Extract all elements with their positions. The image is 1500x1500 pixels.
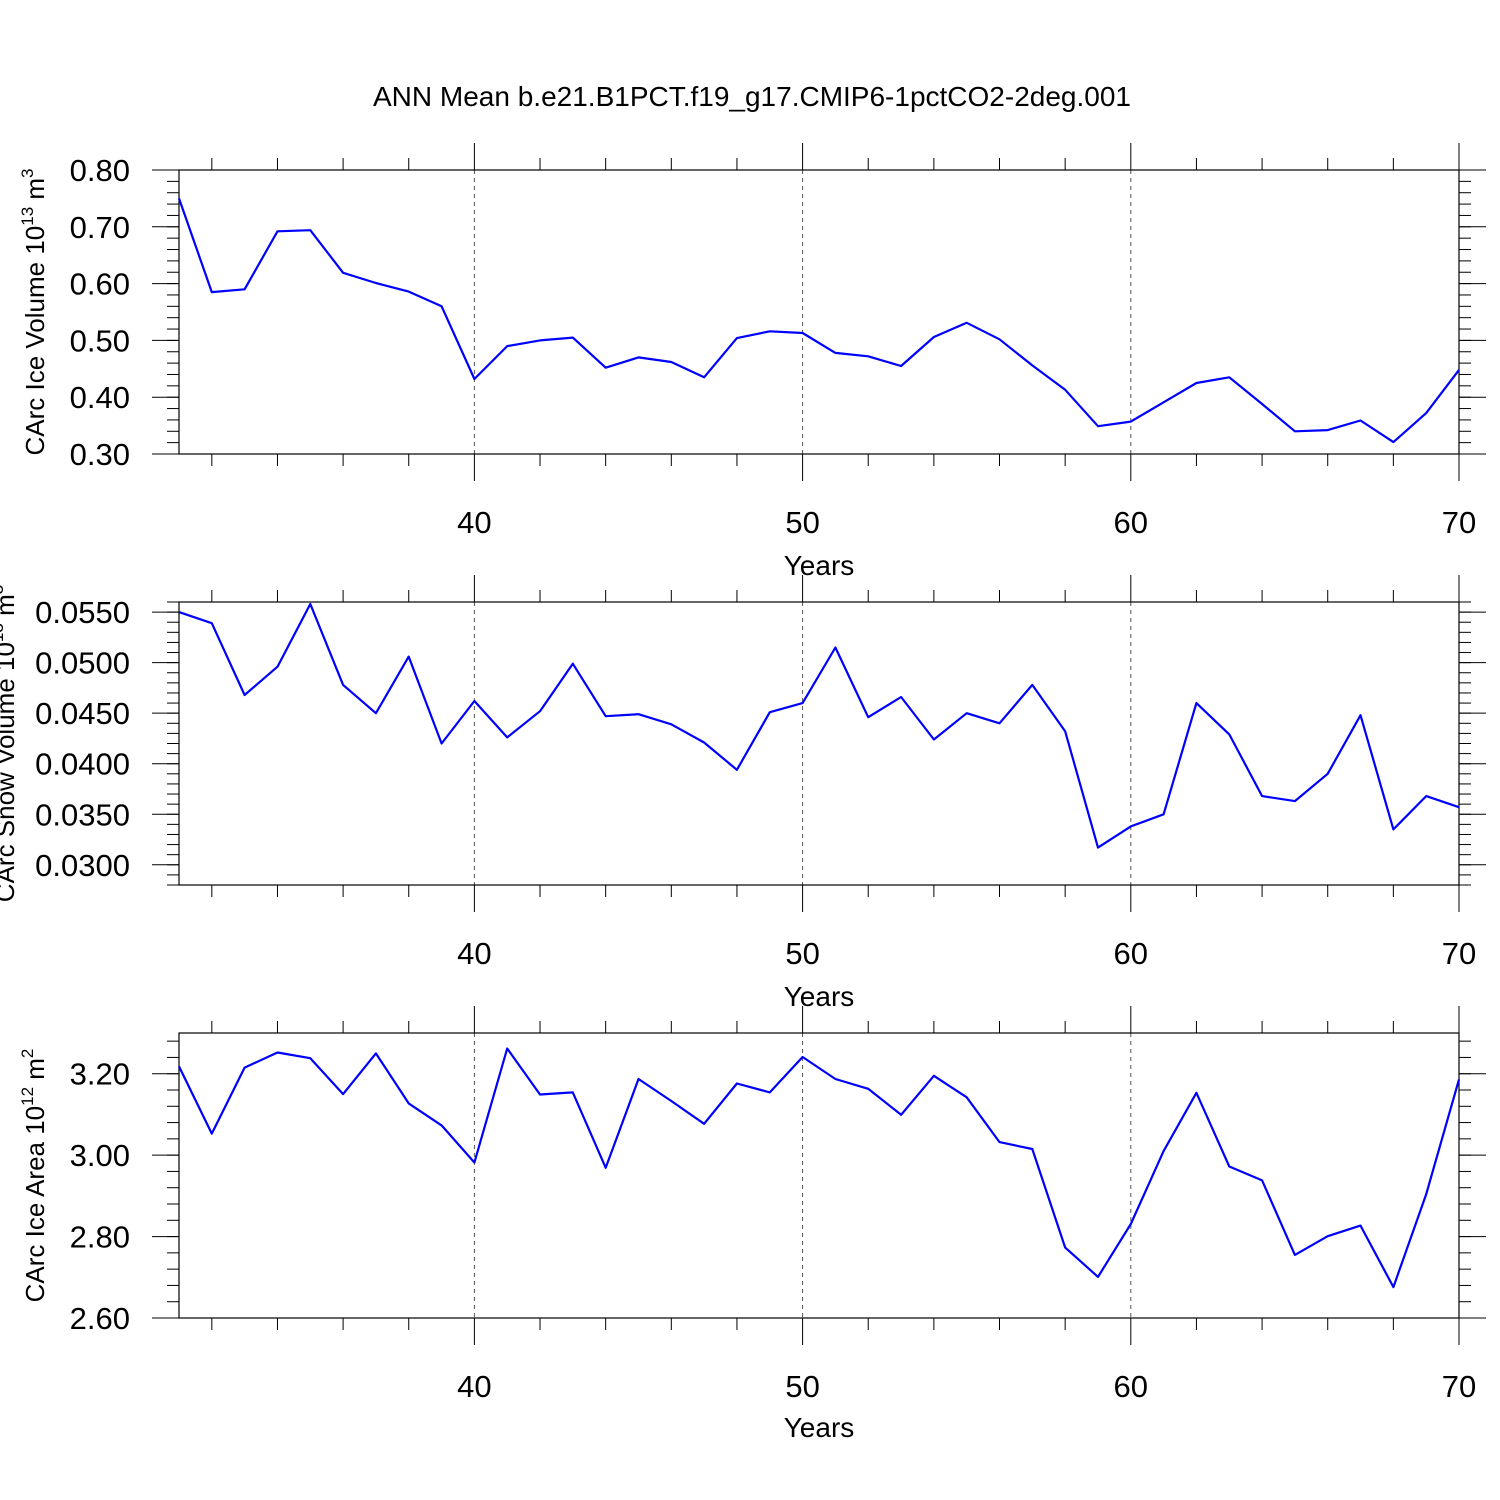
series-line <box>177 198 1460 444</box>
y-tick-label: 0.40 <box>70 380 130 415</box>
y-tick-label: 0.60 <box>70 267 130 302</box>
y-tick-label: 0.80 <box>70 153 130 188</box>
x-axis-label: Years <box>784 981 855 1012</box>
y-tick-label: 2.80 <box>70 1220 130 1255</box>
y-tick-label: 3.00 <box>70 1138 130 1173</box>
plot-frame <box>178 601 1460 886</box>
y-tick-label: 0.0350 <box>35 797 130 832</box>
plot-frame <box>178 169 1460 455</box>
panel-2: 40 50 60 70 0.0300 0.0350 0.0400 0.0450 0.0500 0.… <box>0 575 1486 1012</box>
y-tick-label: 0.0450 <box>35 696 130 731</box>
x-tick-label: 60 <box>1114 505 1148 540</box>
x-axis-label: Years <box>784 550 855 581</box>
y-tick-label: 0.50 <box>70 323 130 358</box>
x-tick-label: 70 <box>1442 936 1476 971</box>
x-tick-label: 60 <box>1114 936 1148 971</box>
x-axis-label: Years <box>784 1412 855 1443</box>
x-tick-label: 60 <box>1114 1369 1148 1404</box>
y-tick-label: 0.0500 <box>35 646 130 681</box>
y-tick-label: 0.0550 <box>35 595 130 630</box>
x-tick-label: 40 <box>457 1369 491 1404</box>
series-line <box>178 1047 1461 1289</box>
figure-title: ANN Mean b.e21.B1PCT.f19_g17.CMIP6-1pctC… <box>373 81 1131 112</box>
y-axis-label: CArc Snow Volume 1013 m3 <box>0 585 20 902</box>
x-tick-label: 50 <box>785 1369 819 1404</box>
y-tick-label: 0.0300 <box>35 848 130 883</box>
x-tick-label: 40 <box>457 936 491 971</box>
x-tick-label: 70 <box>1442 505 1476 540</box>
y-tick-label: 3.20 <box>70 1057 130 1092</box>
x-tick-label: 50 <box>785 505 819 540</box>
x-tick-label: 50 <box>785 936 819 971</box>
y-tick-label: 2.60 <box>70 1301 130 1336</box>
y-tick-label: 0.30 <box>70 437 130 472</box>
x-tick-label: 40 <box>457 505 491 540</box>
y-tick-label: 0.70 <box>70 210 130 245</box>
plot-frame <box>178 1032 1460 1319</box>
x-tick-label: 70 <box>1442 1369 1476 1404</box>
y-tick-label: 0.0400 <box>35 747 130 782</box>
y-axis-label: CArc Ice Volume 1013 m3 <box>18 168 50 455</box>
series-line <box>178 602 1460 849</box>
panel-1: 40 50 60 70 0.30 0.40 0.50 0.60 0.70 0.80 Years CAr… <box>18 143 1486 581</box>
panel-3: 40 50 60 70 2.60 2.80 3.00 3.20 Years CArc Ice Ar… <box>18 1006 1486 1443</box>
y-axis-label: CArc Ice Area 1012 m2 <box>18 1049 50 1303</box>
